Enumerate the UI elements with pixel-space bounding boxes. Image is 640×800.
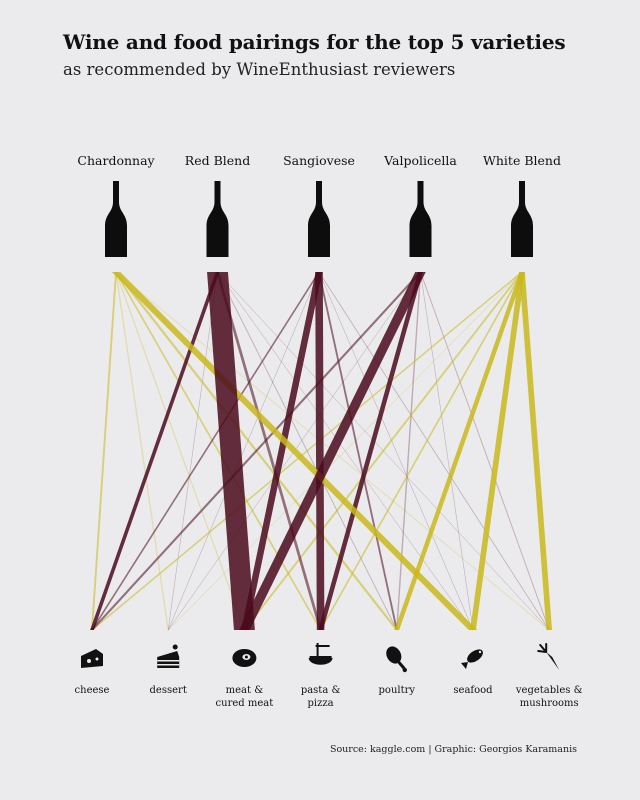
cheese-icon: [81, 649, 103, 668]
chart-subtitle: as recommended by WineEnthusiast reviewe…: [63, 60, 456, 79]
link-sangiovese-seafood: [318, 272, 474, 630]
food-label: cheese: [75, 685, 110, 696]
link-chardonnay-pasta-and-pizza: [115, 272, 322, 630]
link-white-blend-vegetables-and-mushrooms: [519, 272, 553, 630]
food-pasta-and-pizza: pasta & pizza: [301, 643, 341, 709]
food-label: vegetables &: [515, 685, 583, 696]
food-label: poultry: [379, 685, 416, 696]
wine-bottle-icon: [105, 181, 127, 257]
links-layer: [90, 272, 553, 630]
wine-label: Red Blend: [185, 153, 250, 168]
wine-white-blend: White Blend: [483, 153, 561, 257]
food-vegetables-and-mushrooms: vegetables & mushrooms: [515, 643, 583, 709]
wine-label: Valpolicella: [383, 153, 457, 168]
pasta-bowl-icon: [308, 643, 333, 665]
link-valpolicella-meat-and-cured-meat: [239, 272, 426, 630]
link-valpolicella-pasta-and-pizza: [318, 272, 423, 630]
wine-bottle-icon: [308, 181, 330, 257]
drumstick-icon: [386, 646, 407, 673]
wine-bottle-icon: [511, 181, 533, 257]
link-sangiovese-dessert: [167, 272, 320, 630]
link-chardonnay-seafood: [111, 272, 478, 630]
link-white-blend-meat-and-cured-meat: [243, 272, 524, 630]
steak-icon: [232, 649, 257, 667]
wine-label: Chardonnay: [77, 153, 155, 168]
carrot-icon: [537, 643, 560, 670]
food-meat-and-cured-meat: meat & cured meat: [216, 649, 274, 709]
wine-bottle-icon: [409, 181, 432, 257]
link-white-blend-pasta-and-pizza: [319, 272, 523, 630]
link-valpolicella-seafood: [420, 272, 474, 630]
link-sangiovese-meat-and-cured-meat: [241, 272, 323, 630]
link-white-blend-poultry: [394, 272, 525, 630]
wine-label: White Blend: [483, 153, 561, 168]
food-label: meat &: [226, 685, 264, 696]
food-poultry: poultry: [379, 646, 416, 696]
fish-icon: [461, 649, 483, 669]
food-label: dessert: [150, 685, 187, 696]
wines-layer: Chardonnay Red Blend Sangiovese Valpolicell…: [77, 153, 561, 257]
link-sangiovese-pasta-and-pizza: [315, 272, 325, 630]
link-red-blend-pasta-and-pizza: [216, 272, 323, 630]
food-dessert: dessert: [150, 644, 187, 696]
food-label: seafood: [453, 685, 493, 696]
link-red-blend-dessert: [167, 272, 218, 630]
food-seafood: seafood: [453, 649, 493, 696]
link-sangiovese-cheese: [91, 272, 320, 630]
wine-valpolicella: Valpolicella: [383, 153, 457, 257]
wine-label: Sangiovese: [283, 153, 355, 168]
chart-title: Wine and food pairings for the top 5 var…: [63, 30, 566, 54]
food-label: pasta &: [301, 685, 341, 696]
link-red-blend-meat-and-cured-meat: [207, 272, 255, 630]
food-cheese: cheese: [75, 649, 110, 696]
link-white-blend-seafood: [470, 272, 525, 630]
wine-bottle-icon: [206, 181, 229, 257]
link-white-blend-dessert: [167, 272, 523, 630]
wine-sangiovese: Sangiovese: [283, 153, 355, 257]
food-label: cured meat: [216, 698, 274, 709]
link-chardonnay-dessert: [115, 272, 169, 630]
link-red-blend-cheese: [90, 272, 220, 630]
wine-chardonnay: Chardonnay: [77, 153, 156, 257]
food-label: pizza: [308, 698, 334, 709]
link-chardonnay-cheese: [91, 272, 117, 630]
link-valpolicella-cheese: [90, 272, 422, 630]
link-white-blend-cheese: [90, 272, 524, 630]
food-label: mushrooms: [520, 698, 579, 709]
cake-icon: [157, 644, 180, 668]
link-chardonnay-meat-and-cured-meat: [115, 272, 246, 630]
link-red-blend-seafood: [217, 272, 474, 630]
wine-red-blend: Red Blend: [185, 153, 250, 257]
foods-layer: cheese dessert meat & cured meat pasta & pizz…: [75, 643, 583, 709]
source-credit: Source: kaggle.com | Graphic: Georgios K…: [329, 744, 577, 755]
